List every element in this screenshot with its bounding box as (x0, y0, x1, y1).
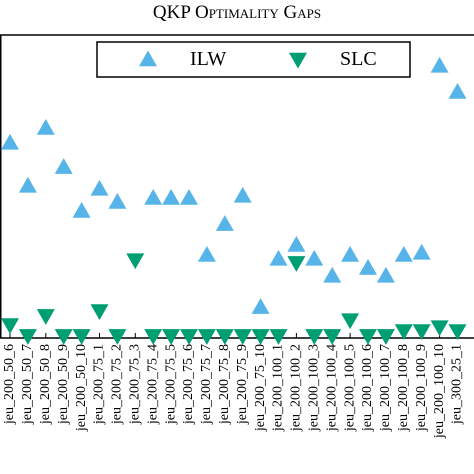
x-tick-label: jeu_200_75_2 (110, 344, 125, 425)
marker (430, 56, 449, 73)
marker (1, 133, 19, 150)
x-tick-label: jeu_200_50_10 (74, 344, 89, 432)
marker (448, 82, 467, 99)
marker (197, 245, 216, 262)
chart-title: QKP Optimality Gaps (153, 2, 321, 23)
x-tick-label: jeu_200_50_9 (56, 344, 71, 425)
x-tick-label: jeu_200_100_7 (378, 344, 393, 432)
marker (36, 119, 55, 135)
marker (251, 329, 270, 345)
marker (287, 256, 306, 272)
marker (108, 329, 127, 345)
x-tick-label: jeu_200_75_10 (253, 344, 268, 432)
marker (162, 189, 181, 205)
x-tick-label: jeu_200_100_10 (432, 344, 447, 439)
marker (233, 329, 252, 345)
marker (341, 313, 360, 330)
x-tick-label: jeu_200_75_7 (199, 344, 214, 425)
marker (412, 324, 431, 341)
x-tick-label: jeu_200_100_4 (324, 344, 339, 432)
marker (126, 253, 145, 270)
marker (144, 189, 163, 205)
marker (18, 329, 37, 345)
marker (305, 329, 324, 345)
x-tick-label: jeu_200_100_1 (271, 344, 286, 432)
marker (36, 309, 55, 325)
x-tick-label: jeu_200_100_9 (414, 344, 429, 432)
marker (341, 245, 360, 262)
marker (180, 329, 198, 345)
x-tick-label: jeu_200_75_5 (163, 344, 178, 425)
marker (1, 318, 19, 334)
legend-label: SLC (340, 48, 377, 70)
marker (180, 189, 198, 205)
marker (430, 320, 449, 337)
x-tick-label: jeu_200_75_8 (217, 344, 232, 425)
marker (72, 202, 91, 218)
marker (54, 329, 73, 345)
marker (394, 324, 413, 341)
marker (144, 329, 163, 345)
legend-marker (289, 52, 307, 69)
x-tick-label: jeu_200_100_5 (342, 344, 357, 432)
x-tick-label: jeu_200_75_4 (145, 344, 160, 425)
marker (54, 158, 73, 174)
x-tick-label: jeu_200_50_8 (38, 344, 53, 425)
x-tick-label: jeu_200_75_3 (128, 344, 143, 425)
marker (215, 215, 234, 231)
x-tick-label: jeu_200_100_2 (289, 344, 304, 432)
x-tick-label: jeu_200_100_8 (396, 344, 411, 432)
x-tick-label: jeu_300_25_1 (450, 344, 465, 425)
marker (323, 329, 342, 345)
marker (359, 329, 377, 345)
marker (72, 329, 91, 345)
x-tick-label: jeu_200_50_7 (20, 344, 35, 425)
marker (376, 266, 395, 283)
marker (412, 243, 431, 260)
marker (197, 329, 216, 345)
marker (215, 329, 234, 345)
marker (359, 259, 377, 275)
legend-marker (139, 50, 157, 67)
x-tick-label: jeu_200_100_3 (307, 344, 322, 432)
marker (251, 298, 270, 314)
x-tick-label: jeu_200_75_6 (181, 344, 196, 425)
marker (305, 249, 324, 266)
marker (287, 235, 306, 252)
x-tick-label: jeu_200_50_6 (2, 344, 17, 425)
marker (394, 245, 413, 262)
axes-frame (0, 34, 474, 339)
marker (18, 176, 37, 193)
x-tick-label: jeu_200_100_6 (360, 344, 375, 432)
x-tick-label: jeu_200_75_9 (235, 344, 250, 425)
marker (376, 329, 395, 345)
marker (90, 179, 109, 196)
x-tick-label: jeu_200_75_1 (92, 344, 107, 425)
marker (269, 329, 288, 345)
marker (269, 249, 288, 266)
marker (162, 329, 181, 345)
legend-label: ILW (190, 48, 226, 70)
marker (323, 266, 342, 283)
marker (233, 186, 252, 203)
marker (108, 192, 127, 209)
marker (448, 324, 467, 341)
marker (90, 304, 109, 321)
